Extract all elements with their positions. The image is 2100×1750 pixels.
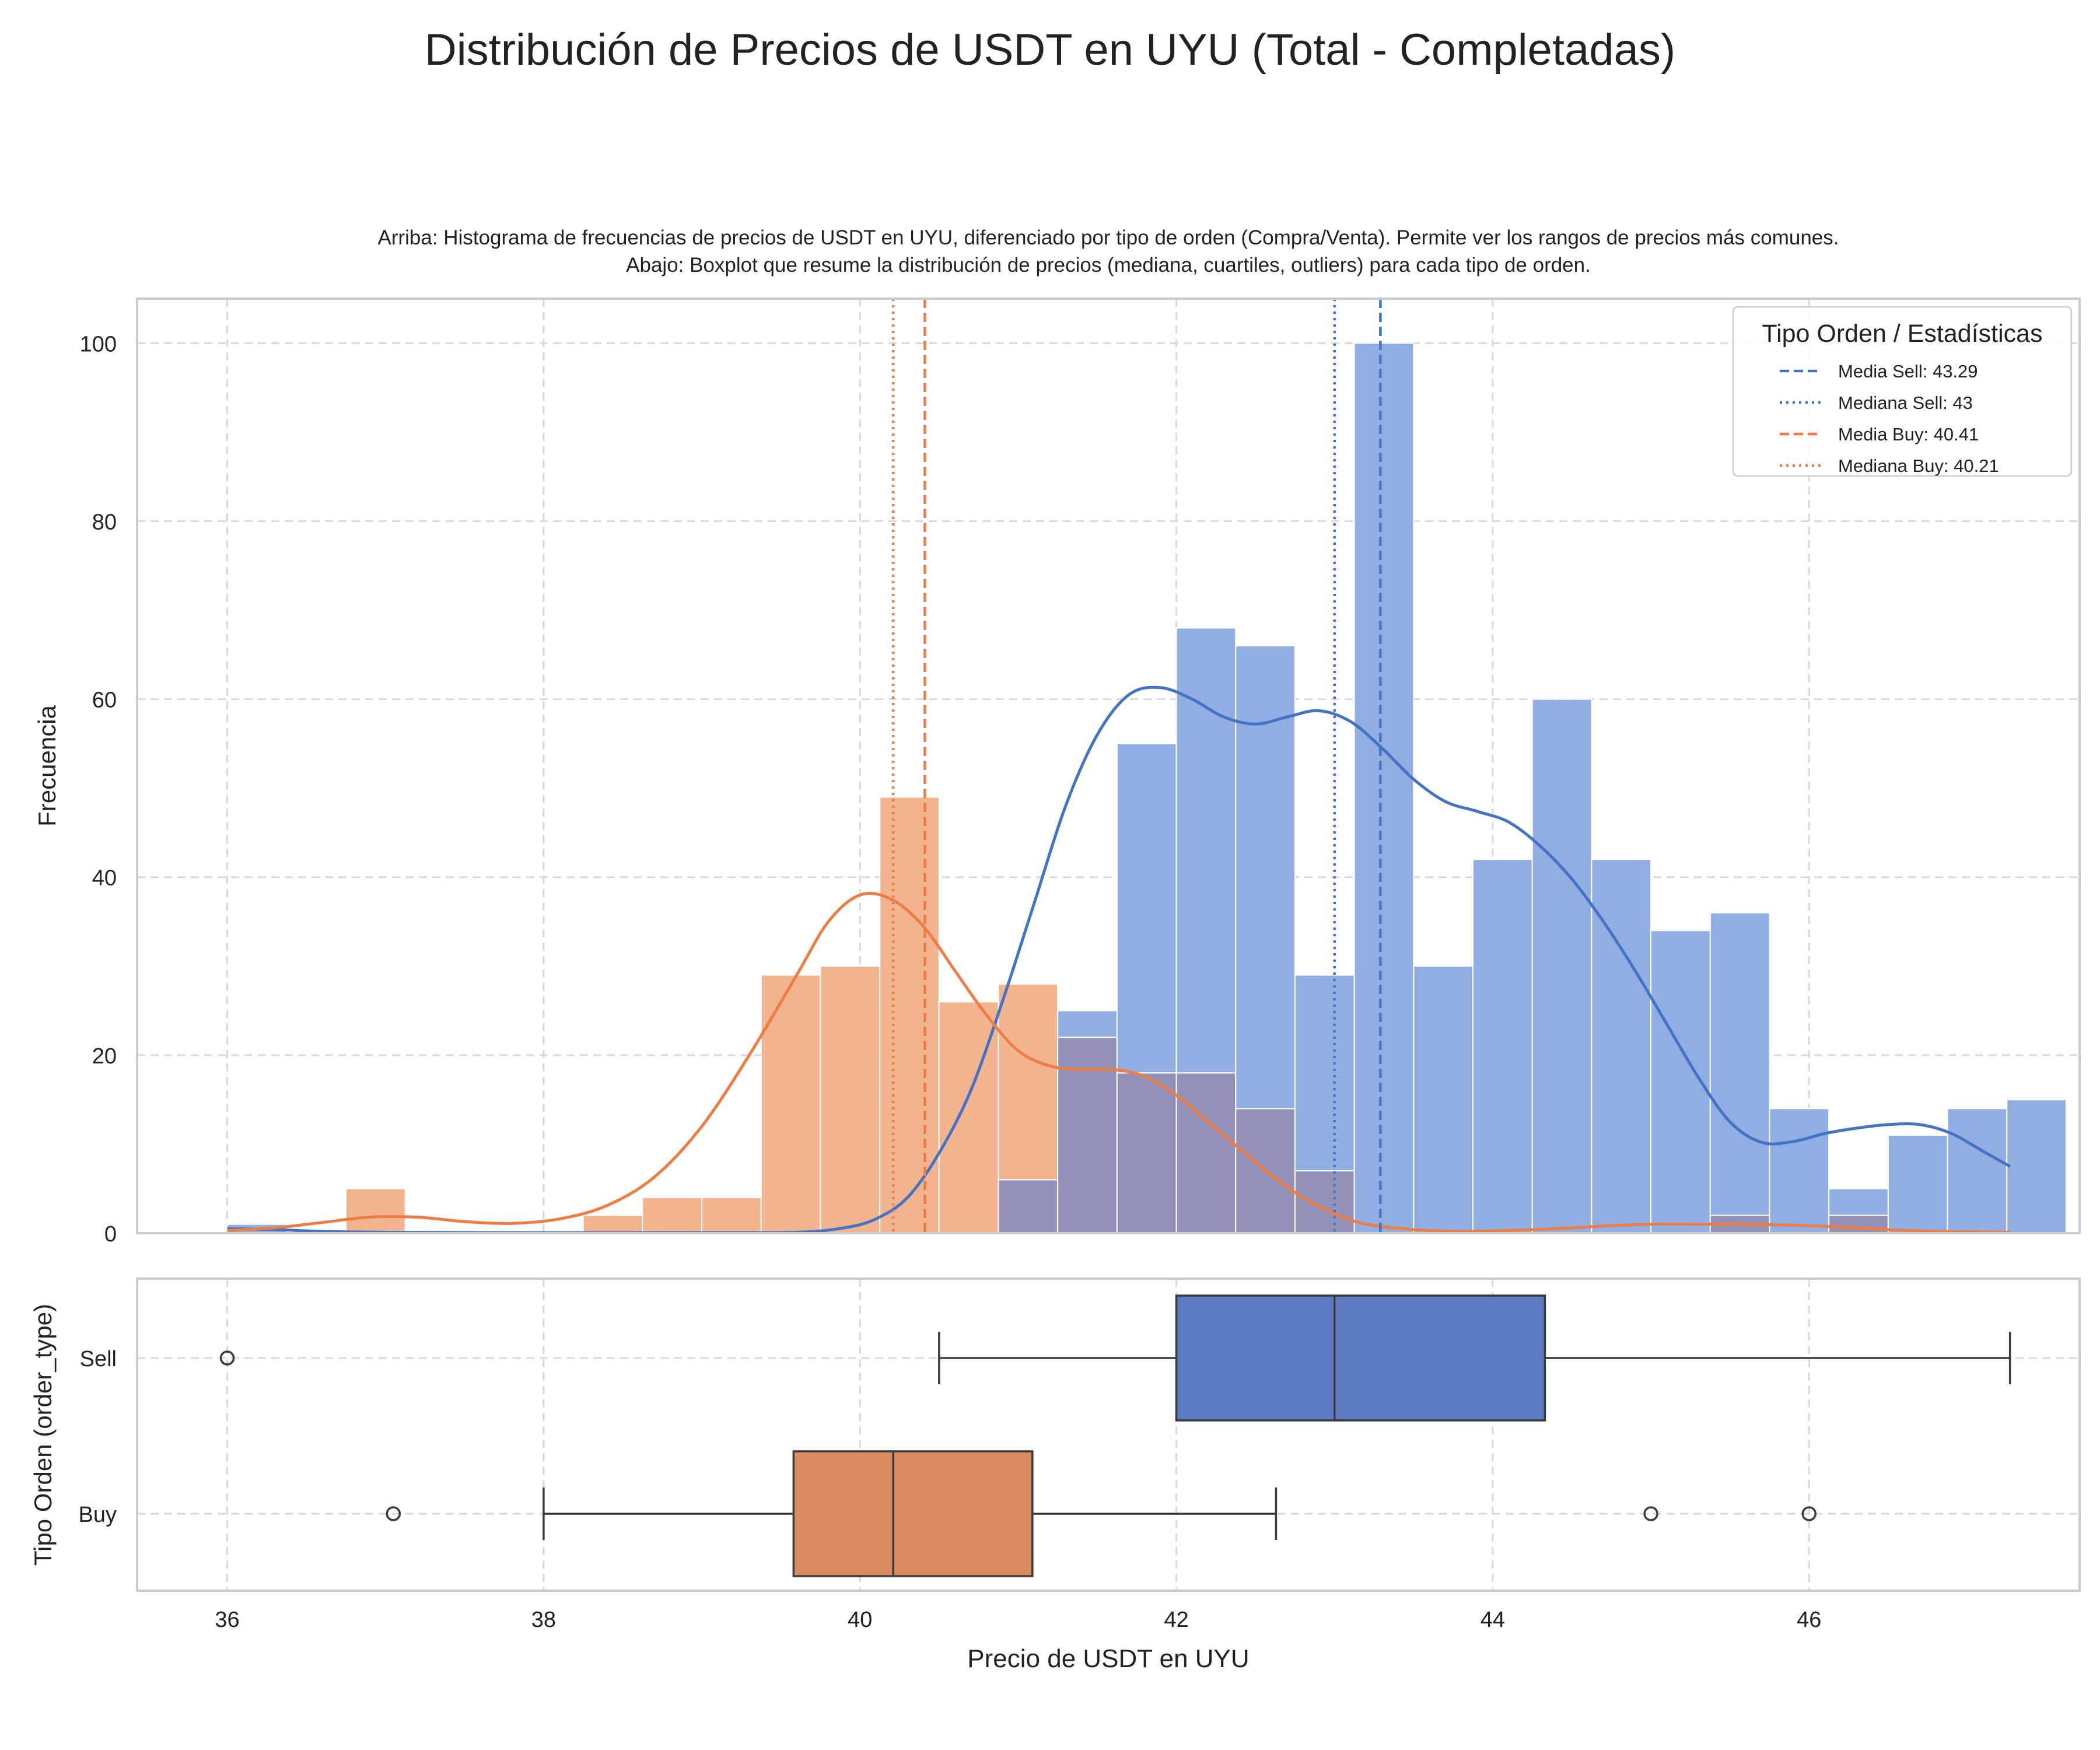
sell-bar bbox=[1709, 912, 1770, 1216]
sell-bar bbox=[1175, 627, 1237, 1074]
boxplot-boxes bbox=[219, 1294, 2011, 1577]
subtitle-line-2: Abajo: Boxplot que resume la distribució… bbox=[626, 254, 1591, 276]
x-tick-label: 44 bbox=[1480, 1608, 1505, 1632]
buy-outlier bbox=[1801, 1506, 1817, 1521]
x-tick-label: 42 bbox=[1164, 1608, 1188, 1632]
buy-outlier bbox=[1643, 1506, 1658, 1521]
y-tick-label: 60 bbox=[92, 688, 117, 713]
sell-bar bbox=[1294, 974, 1355, 1172]
x-tick-label: 40 bbox=[848, 1608, 872, 1632]
legend-entry-label: Media Sell: 43.29 bbox=[1838, 361, 1978, 382]
overlap-bar bbox=[1057, 1037, 1118, 1234]
legend-box bbox=[1732, 306, 2073, 477]
overlap-bar bbox=[1116, 1072, 1177, 1234]
buy-bar bbox=[820, 965, 881, 1234]
buy-bar bbox=[345, 1188, 406, 1234]
y-tick-label: 40 bbox=[92, 866, 117, 891]
x-tick-label: 38 bbox=[531, 1608, 556, 1632]
y-tick-label: 0 bbox=[104, 1222, 117, 1247]
boxplot-category-ticks: Sell Buy bbox=[79, 1347, 117, 1527]
legend-title: Tipo Orden / Estadísticas bbox=[1762, 320, 2042, 348]
overlap-bar bbox=[1294, 1170, 1355, 1234]
sell-box bbox=[1175, 1294, 1546, 1422]
overlap-bar bbox=[1175, 1072, 1237, 1234]
sell-bar bbox=[1887, 1135, 1948, 1234]
sell-bar bbox=[1353, 342, 1415, 1234]
sell-bar bbox=[1235, 645, 1296, 1110]
histogram-bars bbox=[226, 342, 2067, 1234]
sell-bar bbox=[2006, 1099, 2067, 1234]
buy-bar bbox=[642, 1196, 703, 1234]
buy-kde-line bbox=[227, 891, 2010, 1234]
subtitle-line-1: Arriba: Histograma de frecuencias de pre… bbox=[377, 226, 1839, 249]
category-tick-label: Sell bbox=[80, 1347, 117, 1371]
boxplot-x-ticks: 36 38 40 42 44 46 bbox=[215, 1608, 1821, 1632]
boxplot-y-axis-label: Tipo Orden (order_type) bbox=[29, 1304, 57, 1566]
sell-bar bbox=[1472, 859, 1533, 1234]
chart-title: Distribución de Precios de USDT en UYU (… bbox=[424, 25, 1676, 75]
buy-box bbox=[792, 1450, 1034, 1577]
sell-bar bbox=[1413, 965, 1474, 1234]
sell-bar bbox=[1947, 1108, 2008, 1234]
y-tick-label: 80 bbox=[92, 510, 117, 534]
histogram-reference-lines bbox=[891, 299, 1382, 1233]
sell-bar bbox=[1769, 1108, 1830, 1234]
sell-bar bbox=[1116, 743, 1177, 1074]
buy-bar bbox=[998, 983, 1059, 1181]
chart-subtitle: Arriba: Histograma de frecuencias de pre… bbox=[137, 224, 2080, 279]
sell-outlier bbox=[219, 1350, 235, 1366]
legend-entries: Media Sell: 43.29 Mediana Sell: 43 Media B… bbox=[1780, 361, 1999, 476]
legend-entry-label: Media Buy: 40.41 bbox=[1838, 424, 1979, 444]
category-tick-label: Buy bbox=[79, 1503, 117, 1527]
sell-bar bbox=[1531, 698, 1592, 1234]
histogram-y-axis-label: Frecuencia bbox=[33, 705, 61, 826]
y-tick-label: 20 bbox=[92, 1044, 117, 1069]
buy-outlier bbox=[386, 1506, 401, 1521]
sell-bar bbox=[1828, 1188, 1889, 1216]
overlap-bar bbox=[998, 1179, 1059, 1234]
boxplot-x-axis-label: Precio de USDT en UYU bbox=[967, 1644, 1249, 1673]
y-tick-label: 100 bbox=[80, 332, 117, 356]
histogram-y-ticks: 0 20 40 60 80 100 bbox=[80, 332, 117, 1247]
boxplot-grid bbox=[137, 1279, 2080, 1591]
buy-bar bbox=[701, 1196, 762, 1234]
histogram-frame bbox=[136, 298, 2081, 1234]
x-tick-label: 36 bbox=[215, 1608, 239, 1632]
sell-bar bbox=[1057, 1010, 1118, 1038]
buy-bar bbox=[760, 974, 821, 1234]
legend: Tipo Orden / Estadísticas Media Sell: 43… bbox=[1732, 306, 2073, 477]
legend-entry-label: Mediana Buy: 40.21 bbox=[1838, 456, 1999, 476]
legend-entry-label: Mediana Sell: 43 bbox=[1838, 393, 1973, 413]
x-tick-label: 46 bbox=[1797, 1608, 1821, 1632]
buy-bar bbox=[582, 1214, 643, 1234]
sell-bar bbox=[1591, 859, 1652, 1234]
boxplot-frame bbox=[136, 1278, 2081, 1592]
